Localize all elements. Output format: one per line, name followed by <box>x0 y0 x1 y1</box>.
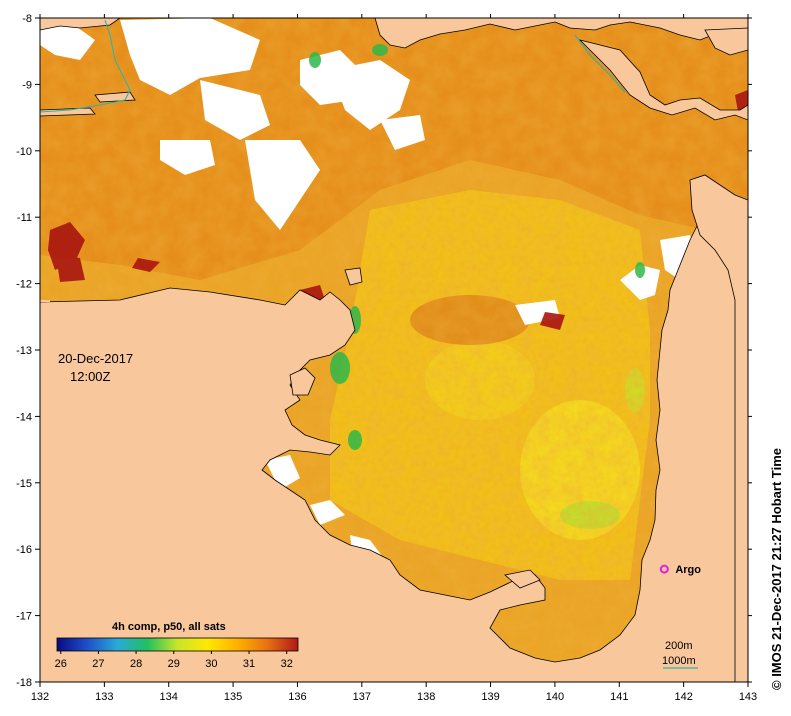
contour-legend-1000m: 1000m <box>662 655 696 667</box>
lat-tick-label: -17 <box>16 611 32 623</box>
lon-tick-label: 135 <box>224 691 242 703</box>
colorbar-tick-label: 27 <box>92 658 104 670</box>
depth-contours <box>40 19 626 113</box>
land-masses <box>40 18 748 682</box>
colorbar-title: 4h comp, p50, all sats <box>112 621 226 633</box>
lon-tick-label: 134 <box>160 691 178 703</box>
argo-float-marker[interactable]: Argo <box>659 564 701 576</box>
lat-tick-label: -12 <box>16 279 32 291</box>
lon-tick-label: 132 <box>31 691 49 703</box>
argo-label: Argo <box>675 564 701 576</box>
lon-tick-label: 139 <box>481 691 499 703</box>
lat-tick-label: -10 <box>16 146 32 158</box>
lon-tick-label: 133 <box>95 691 113 703</box>
lat-tick-label: -14 <box>16 411 32 423</box>
colorbar-tick-label: 30 <box>205 658 217 670</box>
hot-sst-spots <box>48 90 748 330</box>
colorbar-ticks: 26 27 28 29 30 31 32 <box>55 651 293 670</box>
colorbar-tick-label: 26 <box>55 658 67 670</box>
colorbar-tick-label: 28 <box>130 658 142 670</box>
lat-tick-label: -15 <box>16 478 32 490</box>
no-data-areas <box>40 18 700 565</box>
colorbar: 4h comp, p50, all sats 26 27 28 29 30 31 32 <box>55 621 299 670</box>
longitude-axis: 132 133 134 135 136 137 138 139 140 141 142 143 <box>31 14 757 703</box>
imos-credit: © IMOS 21-Dec-2017 21:27 Hobart Time <box>769 448 784 690</box>
colorbar-gradient <box>56 637 299 652</box>
colorbar-tick-label: 29 <box>168 658 180 670</box>
lon-tick-label: 136 <box>288 691 306 703</box>
lon-tick-label: 137 <box>353 691 371 703</box>
lat-tick-label: -11 <box>17 212 32 224</box>
argo-marker-icon[interactable] <box>659 564 669 574</box>
lat-tick-label: -8 <box>22 13 32 25</box>
latitude-axis: -8 -9 -10 -11 -12 -13 -14 -15 -16 -17 -18 <box>16 13 752 689</box>
lat-tick-label: -16 <box>16 544 32 556</box>
lon-tick-label: 140 <box>546 691 564 703</box>
coast-fill <box>40 300 50 302</box>
colorbar-tick-label: 32 <box>281 658 293 670</box>
date-label: 20-Dec-2017 <box>58 351 133 366</box>
lon-tick-label: 141 <box>610 691 628 703</box>
lat-tick-label: -13 <box>16 345 32 357</box>
lat-tick-label: -18 <box>16 677 32 689</box>
lon-tick-label: 142 <box>674 691 692 703</box>
lon-tick-label: 143 <box>739 691 757 703</box>
time-label: 12:00Z <box>70 369 111 384</box>
lon-tick-label: 138 <box>417 691 435 703</box>
lat-tick-label: -9 <box>22 79 32 91</box>
contour-legend-200m: 200m <box>665 640 693 652</box>
map-plot-area[interactable] <box>40 18 748 682</box>
colorbar-tick-label: 31 <box>243 658 255 670</box>
